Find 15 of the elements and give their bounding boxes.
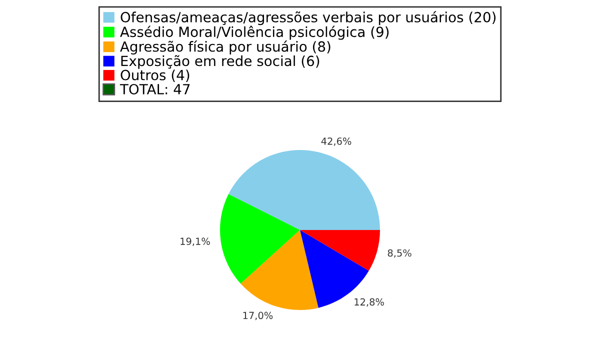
pie-slice — [228, 150, 380, 230]
data-label: 17,0% — [243, 312, 273, 320]
legend-label: Ofensas/ameaças/agressões verbais por usuários (20) — [120, 11, 496, 26]
text: TOTAL: 47 — [120, 84, 190, 94]
data-label: 12,8% — [354, 298, 384, 307]
pie-slice — [300, 230, 380, 271]
legend-label: Agressão física por usuário (8) — [120, 40, 330, 54]
legend-label: Assédio Moral/Violência psicológica (9) — [120, 26, 389, 40]
pie-slice — [220, 194, 300, 284]
pie-slice — [240, 230, 318, 310]
legend-label: Outros (4) — [120, 70, 190, 82]
data-label: 8,5% — [388, 249, 412, 258]
legend-label: Exposição em rede social (6) — [121, 55, 320, 69]
data-label: 19,1% — [180, 238, 210, 246]
data-label: 42,6% — [321, 138, 352, 146]
